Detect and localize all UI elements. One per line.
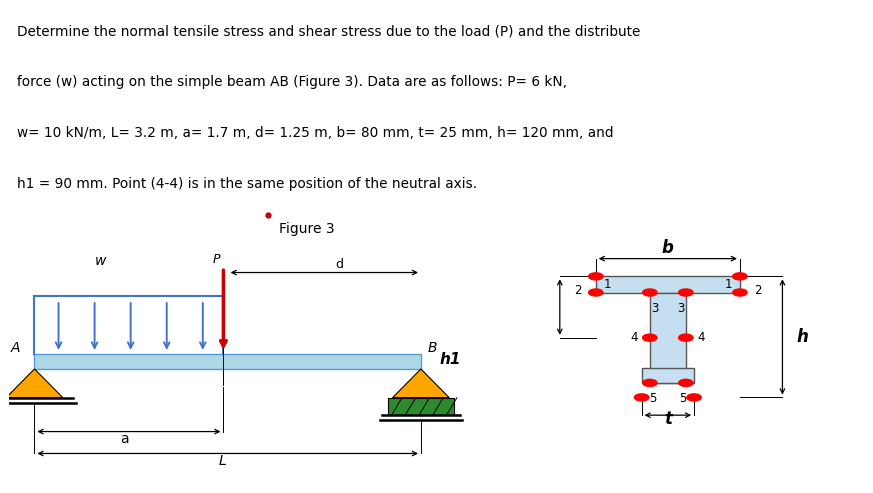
Circle shape xyxy=(588,273,603,280)
Circle shape xyxy=(643,379,657,387)
Circle shape xyxy=(732,289,747,296)
Polygon shape xyxy=(6,369,63,398)
Text: 5: 5 xyxy=(649,392,656,405)
Text: A: A xyxy=(10,341,20,355)
Text: 2: 2 xyxy=(754,284,762,297)
Circle shape xyxy=(678,289,693,296)
Text: 2: 2 xyxy=(574,284,581,297)
Text: d: d xyxy=(335,258,343,271)
Bar xyxy=(595,277,740,292)
Text: 5: 5 xyxy=(679,392,687,405)
Circle shape xyxy=(635,394,649,401)
Bar xyxy=(35,354,421,369)
Text: B: B xyxy=(428,341,437,355)
Text: L: L xyxy=(219,454,227,468)
Text: Figure 3: Figure 3 xyxy=(279,222,335,237)
Text: P: P xyxy=(213,253,221,266)
Text: 4: 4 xyxy=(698,331,705,344)
Circle shape xyxy=(678,379,693,387)
Bar xyxy=(642,368,694,383)
Text: b: b xyxy=(662,239,674,257)
Circle shape xyxy=(643,334,657,341)
Bar xyxy=(650,292,686,383)
Text: w: w xyxy=(94,254,106,268)
Text: Determine the normal tensile stress and shear stress due to the load (P) and the: Determine the normal tensile stress and … xyxy=(17,25,641,39)
Text: w= 10 kN/m, L= 3.2 m, a= 1.7 m, d= 1.25 m, b= 80 mm, t= 25 mm, h= 120 mm, and: w= 10 kN/m, L= 3.2 m, a= 1.7 m, d= 1.25 … xyxy=(17,126,614,140)
Circle shape xyxy=(678,334,693,341)
Text: 3: 3 xyxy=(677,302,684,315)
Text: a: a xyxy=(120,432,129,446)
Circle shape xyxy=(643,289,657,296)
Text: 3: 3 xyxy=(651,302,659,315)
Circle shape xyxy=(687,394,701,401)
Text: h: h xyxy=(797,328,808,346)
Bar xyxy=(388,398,454,415)
Polygon shape xyxy=(393,369,450,398)
Circle shape xyxy=(588,289,603,296)
Text: h1 = 90 mm. Point (4-4) is in the same position of the neutral axis.: h1 = 90 mm. Point (4-4) is in the same p… xyxy=(17,176,478,191)
Text: t: t xyxy=(663,410,672,428)
Text: h1: h1 xyxy=(440,352,461,367)
Circle shape xyxy=(732,273,747,280)
Text: force (w) acting on the simple beam AB (Figure 3). Data are as follows: P= 6 kN,: force (w) acting on the simple beam AB (… xyxy=(17,75,567,89)
Text: 4: 4 xyxy=(630,331,638,344)
Text: 1: 1 xyxy=(725,278,732,291)
Text: 1: 1 xyxy=(604,278,611,291)
